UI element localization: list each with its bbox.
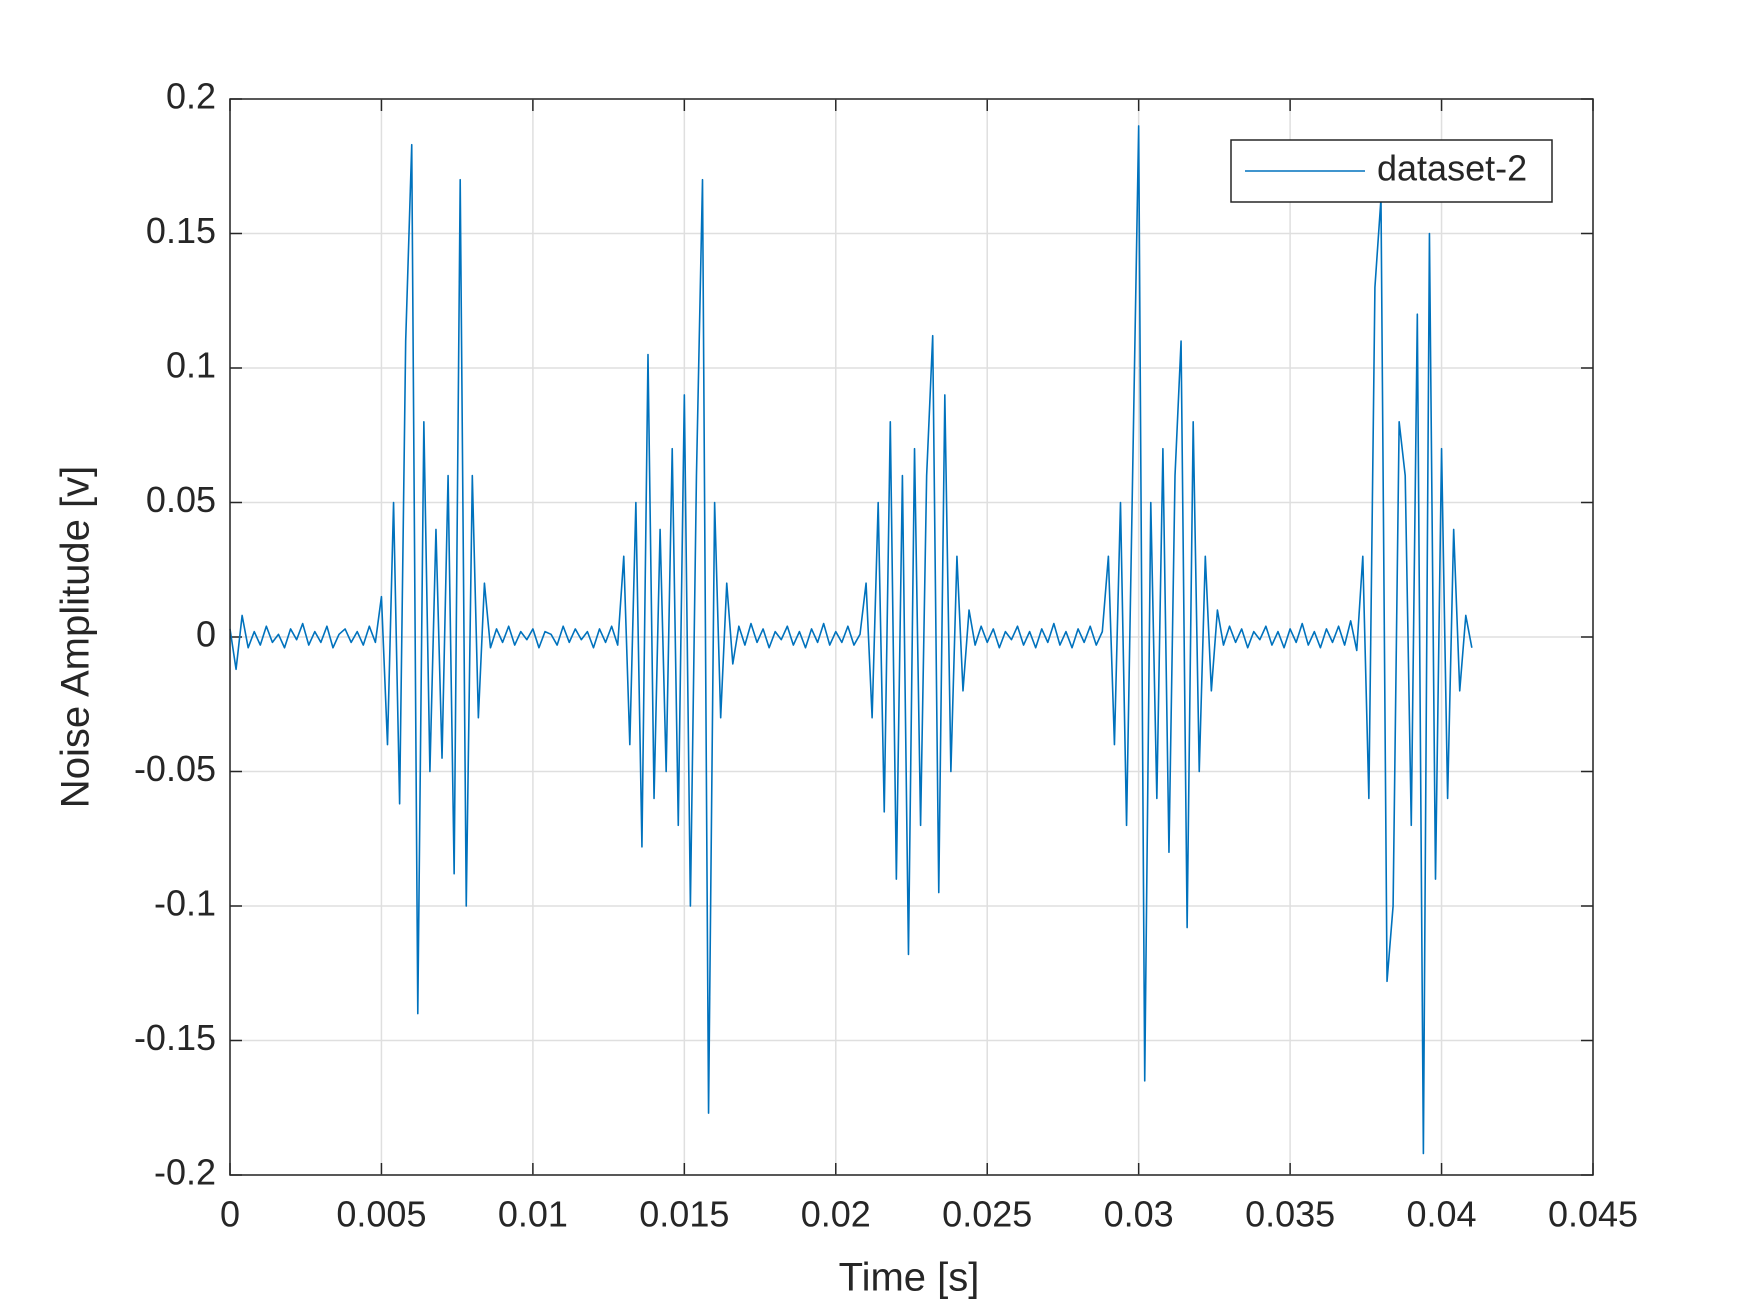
- y-tick-label: -0.05: [134, 748, 216, 789]
- y-axis-label: Noise Amplitude [v]: [54, 466, 98, 808]
- x-tick-label: 0.035: [1245, 1194, 1335, 1235]
- y-tick-label: 0.05: [146, 479, 216, 520]
- y-tick-label: 0.1: [166, 345, 216, 386]
- x-tick-label: 0.025: [942, 1194, 1032, 1235]
- x-axis-label: Time [s]: [839, 1256, 980, 1300]
- x-tick-label: 0.03: [1104, 1194, 1174, 1235]
- x-tick-label: 0.045: [1548, 1194, 1638, 1235]
- y-tick-label: -0.1: [154, 883, 216, 924]
- axes-box: [229, 98, 1594, 1176]
- y-tick-label: 0.15: [146, 210, 216, 251]
- y-tick-label: 0.2: [166, 76, 216, 117]
- x-tick-label: 0: [220, 1194, 240, 1235]
- x-tick-label: 0.04: [1407, 1194, 1477, 1235]
- x-tick-label: 0.01: [498, 1194, 568, 1235]
- data-line: [229, 125, 1473, 1155]
- legend-label: dataset-2: [1377, 148, 1527, 189]
- y-tick-label: -0.2: [154, 1152, 216, 1193]
- x-tick-label: 0.005: [336, 1194, 426, 1235]
- x-tick-label: 0.02: [801, 1194, 871, 1235]
- y-tick-label: 0: [196, 614, 216, 655]
- y-tick-label: -0.15: [134, 1017, 216, 1058]
- x-tick-label: 0.015: [639, 1194, 729, 1235]
